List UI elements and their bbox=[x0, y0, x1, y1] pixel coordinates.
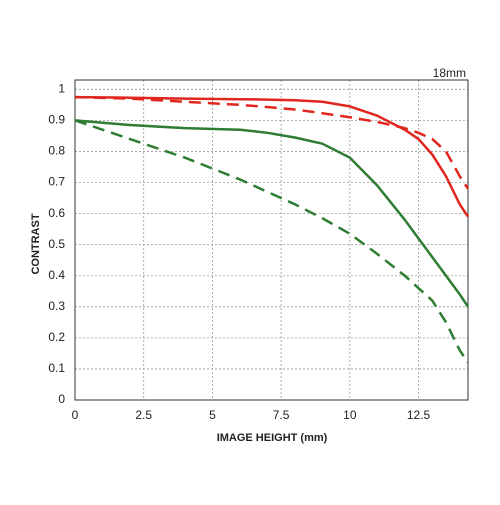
x-axis-label: IMAGE HEIGHT (mm) bbox=[217, 432, 328, 444]
plot-frame bbox=[74, 79, 469, 401]
y-tick-label: 0 bbox=[58, 392, 65, 406]
y-tick-label: 0.5 bbox=[48, 237, 65, 251]
y-tick-label: 0.9 bbox=[48, 113, 65, 127]
x-tick-label: 5 bbox=[209, 408, 216, 422]
x-tick-label: 2.5 bbox=[135, 408, 152, 422]
y-tick-label: 0.2 bbox=[48, 330, 65, 344]
line-series bbox=[74, 119, 470, 364]
x-tick-label: 12.5 bbox=[407, 408, 431, 422]
y-tick-label: 0.4 bbox=[48, 268, 65, 282]
x-tick-label: 0 bbox=[72, 408, 79, 422]
y-tick-label: 0.3 bbox=[48, 299, 65, 313]
y-tick-label: 0.1 bbox=[48, 361, 65, 375]
x-tick-label: 10 bbox=[343, 408, 357, 422]
y-tick-label: 0.7 bbox=[48, 175, 65, 189]
x-tick-label: 7.5 bbox=[273, 408, 290, 422]
y-axis-label: CONTRAST bbox=[30, 213, 42, 274]
line-series bbox=[74, 95, 470, 190]
y-tick-label: 1 bbox=[58, 81, 65, 95]
y-tick-label: 0.6 bbox=[48, 206, 65, 220]
y-tick-label: 0.8 bbox=[48, 144, 65, 158]
chart-title: 18mm bbox=[433, 66, 466, 80]
line-series bbox=[74, 95, 470, 218]
line-series bbox=[74, 119, 470, 308]
